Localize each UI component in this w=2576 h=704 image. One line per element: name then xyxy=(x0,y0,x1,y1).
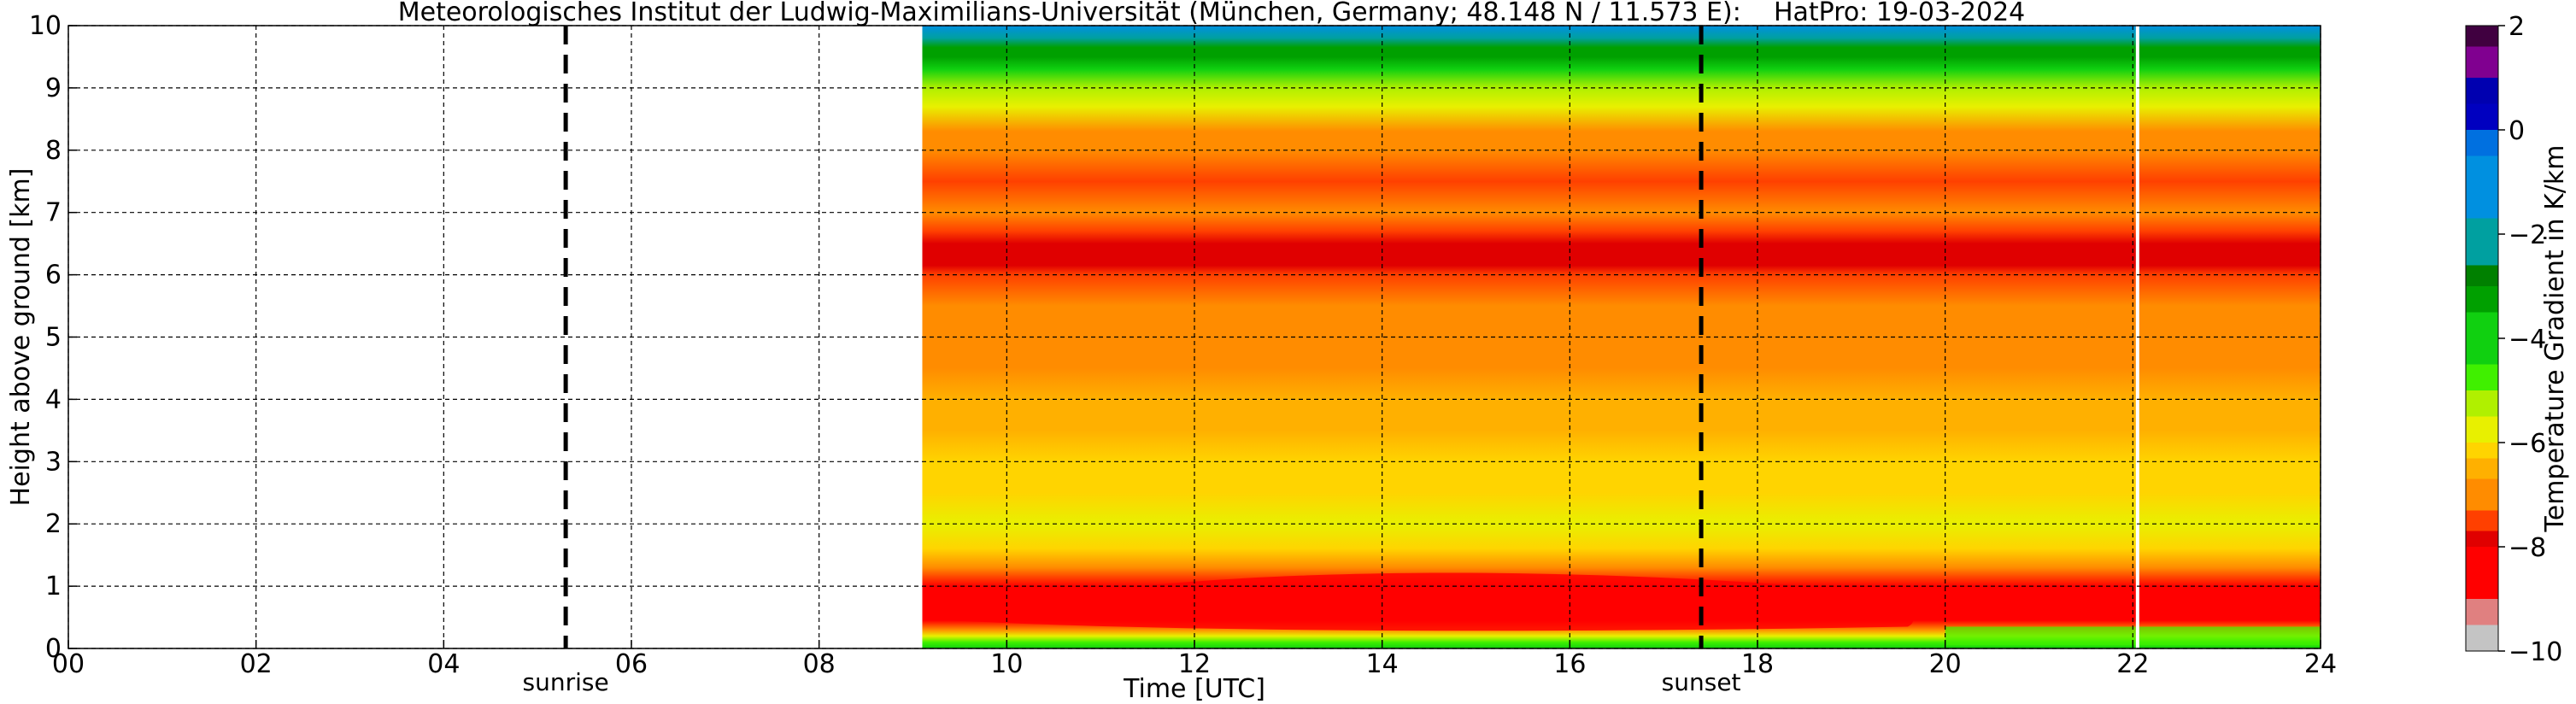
colorbar-tick-label: −10 xyxy=(2509,637,2562,667)
x-axis-label: Time [UTC] xyxy=(1123,674,1265,704)
y-tick-label: 9 xyxy=(45,73,62,103)
x-tick-label: 14 xyxy=(1366,649,1399,679)
x-tick-label: 04 xyxy=(427,649,460,679)
colorbar-tick-label: −8 xyxy=(2509,533,2546,563)
y-tick-label: 1 xyxy=(45,572,62,601)
x-tick-label: 06 xyxy=(615,649,648,679)
y-tick-label: 0 xyxy=(45,634,62,664)
x-tick-label: 16 xyxy=(1553,649,1586,679)
y-tick-label: 4 xyxy=(45,384,62,414)
x-tick-label: 10 xyxy=(990,649,1023,679)
colorbar-tick-label: 2 xyxy=(2509,12,2525,42)
colorbar-label: Temperature Gradient in K/km xyxy=(2540,145,2570,533)
y-tick-label: 2 xyxy=(45,509,62,539)
colorbar-scale xyxy=(2465,25,2499,652)
sunset-label: sunset xyxy=(1662,668,1741,696)
y-tick-label: 7 xyxy=(45,198,62,228)
sunrise-label: sunrise xyxy=(523,668,609,696)
x-tick-label: 20 xyxy=(1929,649,1962,679)
x-tick-label: 00 xyxy=(52,649,85,679)
colorbar-tick-label: −6 xyxy=(2509,429,2546,459)
x-tick-label: 12 xyxy=(1178,649,1211,679)
chart-title: Meteorologisches Institut der Ludwig-Max… xyxy=(398,0,2026,27)
y-tick-label: 5 xyxy=(45,323,62,353)
x-tick-label: 18 xyxy=(1741,649,1774,679)
x-tick-label: 24 xyxy=(2304,649,2337,679)
colorbar: 2 0 −2 −4 −6 −8 −10 Temperature Gradient in K/… xyxy=(2465,12,2570,667)
boundary-layer-band xyxy=(950,572,1914,631)
x-axis-ticks: 00 02 04 06 08 10 12 14 16 18 20 22 24 xyxy=(52,640,2337,679)
colorbar-tick-label: −4 xyxy=(2509,325,2546,355)
colorbar-ticks: 2 0 −2 −4 −6 −8 −10 xyxy=(2498,12,2562,667)
colorbar-tick-label: 0 xyxy=(2509,116,2525,146)
y-tick-label: 3 xyxy=(45,447,62,477)
y-tick-label: 6 xyxy=(45,261,62,290)
sun-markers: sunrise sunset xyxy=(523,26,1741,696)
y-axis-ticks: 0 1 2 3 4 5 6 7 8 9 10 xyxy=(29,11,77,664)
grid-lines xyxy=(67,25,2321,649)
x-tick-label: 02 xyxy=(240,649,273,679)
y-axis-label: Height above ground [km] xyxy=(6,168,36,507)
x-tick-label: 22 xyxy=(2116,649,2149,679)
x-tick-label: 08 xyxy=(803,649,836,679)
y-tick-label: 8 xyxy=(45,136,62,166)
colorbar-tick-label: −2 xyxy=(2509,220,2546,250)
y-tick-label: 10 xyxy=(29,11,62,41)
